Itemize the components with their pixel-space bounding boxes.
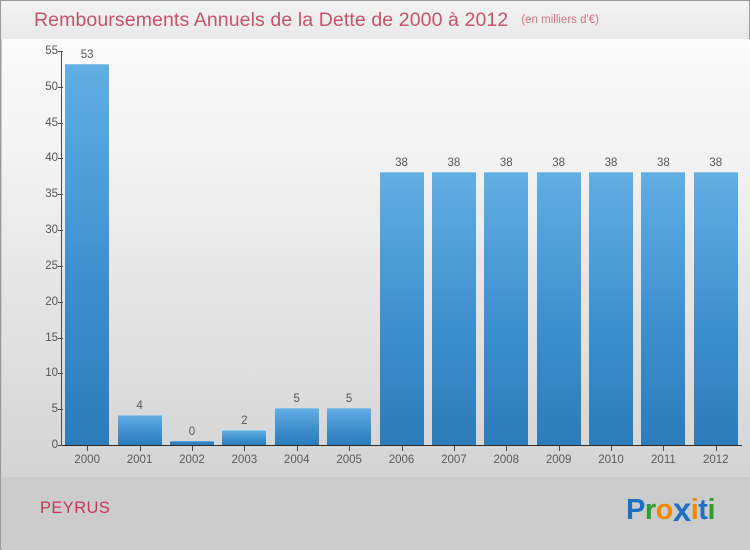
y-axis-label: 20: [45, 295, 58, 308]
logo-letter: i: [707, 494, 715, 526]
x-axis-tick-mark: [453, 446, 455, 451]
chart-footer: PEYRUS Proxiti: [2, 477, 750, 550]
y-axis-line: [61, 51, 62, 446]
x-axis-tick-mark: [87, 446, 89, 451]
y-axis-label: 55: [45, 45, 58, 57]
x-axis-label: 2011: [651, 454, 676, 466]
y-axis-tick-mark: [58, 158, 63, 160]
y-axis-tick-mark: [58, 122, 63, 124]
bar[interactable]: 5: [274, 393, 319, 445]
x-axis-tick-mark: [244, 446, 246, 451]
x-axis-label: 2004: [283, 454, 310, 466]
plot-frame: 0 5 10 15 20 25 30 35 40 45 50 55 2000 2001 2002 2003 2…: [2, 39, 750, 477]
bar[interactable]: 53: [65, 49, 110, 445]
y-axis-tick-mark: [58, 445, 63, 446]
bar-value-label: 2: [241, 414, 248, 427]
bar[interactable]: 38: [431, 157, 476, 445]
logo-letter: P: [625, 494, 645, 526]
bar-value-label: 53: [80, 49, 94, 62]
bar-value-label: 5: [345, 393, 353, 406]
x-axis-tick-mark: [663, 446, 665, 451]
y-axis-label: 5: [51, 403, 58, 416]
y-axis-tick-mark: [58, 265, 63, 267]
y-axis-tick-mark: [58, 409, 63, 411]
x-axis-label: 2002: [179, 454, 205, 466]
x-axis-label: 2000: [74, 454, 100, 466]
bar[interactable]: 38: [536, 157, 581, 445]
proxiti-logo[interactable]: Proxiti: [626, 489, 715, 529]
plot-area: 53 4 0 2 5 5 38 38 38 38 38 38 38: [62, 49, 742, 445]
y-axis-label: 50: [45, 80, 58, 93]
x-axis-tick-mark: [296, 446, 298, 451]
bar-value-label: 4: [136, 400, 143, 413]
y-axis-label: 30: [45, 224, 58, 237]
bar-value-label: 38: [604, 156, 618, 169]
bar[interactable]: 38: [641, 157, 686, 445]
x-axis-label: 2006: [388, 454, 415, 466]
y-axis-tick-mark: [58, 194, 63, 196]
y-axis-label: 35: [45, 188, 58, 201]
y-axis-tick-mark: [58, 373, 63, 375]
logo-letter: o: [655, 494, 674, 526]
bar-value-label: 38: [447, 156, 461, 169]
x-axis-label: 2001: [126, 454, 153, 466]
x-axis-label: 2007: [441, 454, 467, 466]
x-axis-tick-mark: [349, 446, 351, 451]
y-axis-tick-mark: [58, 337, 63, 339]
bar-value-label: 38: [552, 156, 566, 169]
bar-value-label: 38: [657, 156, 670, 169]
x-axis-label: 2012: [703, 454, 729, 466]
x-axis-tick-mark: [715, 446, 717, 451]
y-axis-tick-mark: [58, 51, 63, 52]
bar[interactable]: 38: [589, 157, 634, 445]
x-axis-label: 2010: [598, 454, 624, 466]
chart-header: Remboursements Annuels de la Dette de 20…: [1, 1, 749, 39]
x-axis-tick-mark: [139, 446, 141, 451]
x-axis-line: [61, 445, 742, 446]
y-axis-tick-mark: [58, 230, 63, 232]
bar-value-label: 5: [293, 393, 300, 406]
y-axis-label: 40: [45, 152, 58, 165]
logo-letter: t: [698, 494, 708, 526]
bar-value-label: 38: [395, 156, 408, 169]
x-axis-tick-mark: [191, 446, 193, 451]
y-axis-label: 25: [45, 259, 58, 272]
chart-subtitle: (en milliers d'€): [521, 14, 599, 26]
bar[interactable]: 38: [379, 157, 424, 445]
bar[interactable]: 4: [117, 400, 162, 445]
bar[interactable]: 5: [327, 393, 372, 445]
x-axis-tick-mark: [558, 446, 560, 451]
x-axis-label: 2009: [545, 454, 572, 466]
logo-letter: r: [644, 494, 656, 526]
x-axis-tick-mark: [611, 446, 613, 451]
chart-title: Remboursements Annuels de la Dette de 20…: [34, 8, 509, 31]
y-axis-tick-mark: [58, 86, 63, 88]
x-axis-tick-mark: [506, 446, 508, 451]
bar-value-label: 38: [499, 156, 513, 169]
bar-value-label: 0: [188, 426, 196, 438]
y-axis-label: 10: [45, 367, 58, 380]
bar[interactable]: 0: [169, 426, 214, 445]
bar[interactable]: 2: [222, 415, 267, 445]
x-axis-label: 2008: [493, 454, 520, 466]
logo-letter: x: [672, 491, 691, 528]
x-axis-label: 2003: [231, 454, 258, 466]
x-axis-label: 2005: [336, 454, 362, 466]
logo-letter: i: [690, 494, 699, 526]
y-axis-label: 0: [51, 439, 58, 451]
x-axis-tick-mark: [401, 446, 403, 451]
commune-name: PEYRUS: [40, 499, 111, 517]
bar[interactable]: 38: [693, 157, 738, 445]
y-axis-tick-mark: [58, 301, 63, 303]
bar-value-label: 38: [709, 156, 723, 169]
y-axis-label: 45: [45, 116, 58, 129]
y-axis-label: 15: [45, 331, 58, 344]
bar[interactable]: 38: [484, 157, 529, 445]
